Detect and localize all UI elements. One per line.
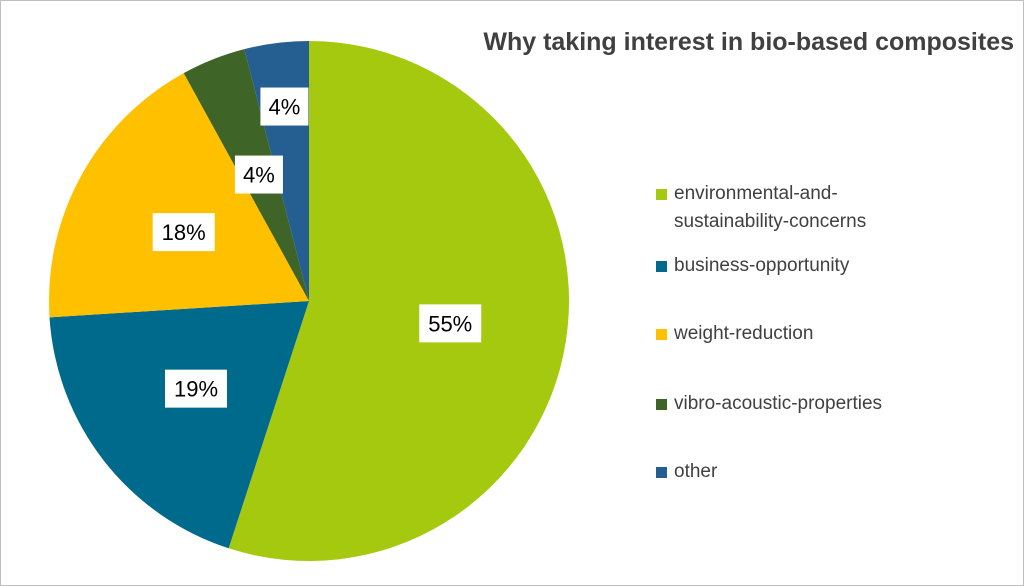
data-label-text: 55% (428, 311, 472, 336)
legend-swatch (656, 189, 667, 200)
data-label-environmental-and-sustainability-concerns: 55% (419, 304, 482, 343)
data-label-other: 4% (260, 87, 309, 126)
data-labels: 55% 19% 18% 4% 4% (152, 87, 482, 408)
chart-title: Why taking interest in bio-based composi… (483, 28, 1014, 56)
pie-slice-business-opportunity (49, 301, 309, 549)
legend-item-other: other (656, 458, 924, 486)
legend-label: other (674, 461, 718, 482)
data-label-business-opportunity: 19% (165, 369, 228, 408)
data-label-text: 4% (269, 95, 301, 120)
data-label-text: 4% (243, 163, 275, 188)
pie-slice-environmental-and-sustainability-concerns (228, 41, 569, 562)
data-label-weight-reduction: 18% (152, 213, 215, 252)
legend-item-environmental: environmental-and-sustainability-concern… (656, 180, 924, 236)
legend-label: vibro-acoustic-properties (674, 393, 883, 414)
data-label-box (260, 87, 309, 126)
legend-swatch (656, 261, 667, 272)
legend-swatch (656, 329, 667, 340)
legend-swatch (656, 399, 667, 410)
data-label-box (152, 213, 215, 252)
legend-label: environmental-and-sustainability-concern… (674, 183, 867, 232)
pie-slices (48, 41, 569, 562)
data-label-box (165, 369, 228, 408)
data-label-box (234, 155, 283, 194)
pie-slice-weight-reduction (48, 73, 309, 318)
legend-swatch (656, 467, 667, 478)
data-label-vibro-acoustic-properties: 4% (234, 155, 283, 194)
legend-label: weight-reduction (674, 323, 814, 344)
data-label-text: 18% (162, 220, 206, 245)
legend-item-business: business-opportunity (656, 252, 924, 280)
legend-item-vibro: vibro-acoustic-properties (656, 390, 924, 418)
data-label-box (419, 304, 482, 343)
legend-item-weight: weight-reduction (656, 320, 924, 348)
legend-label: business-opportunity (674, 255, 850, 276)
data-label-text: 19% (174, 377, 218, 402)
